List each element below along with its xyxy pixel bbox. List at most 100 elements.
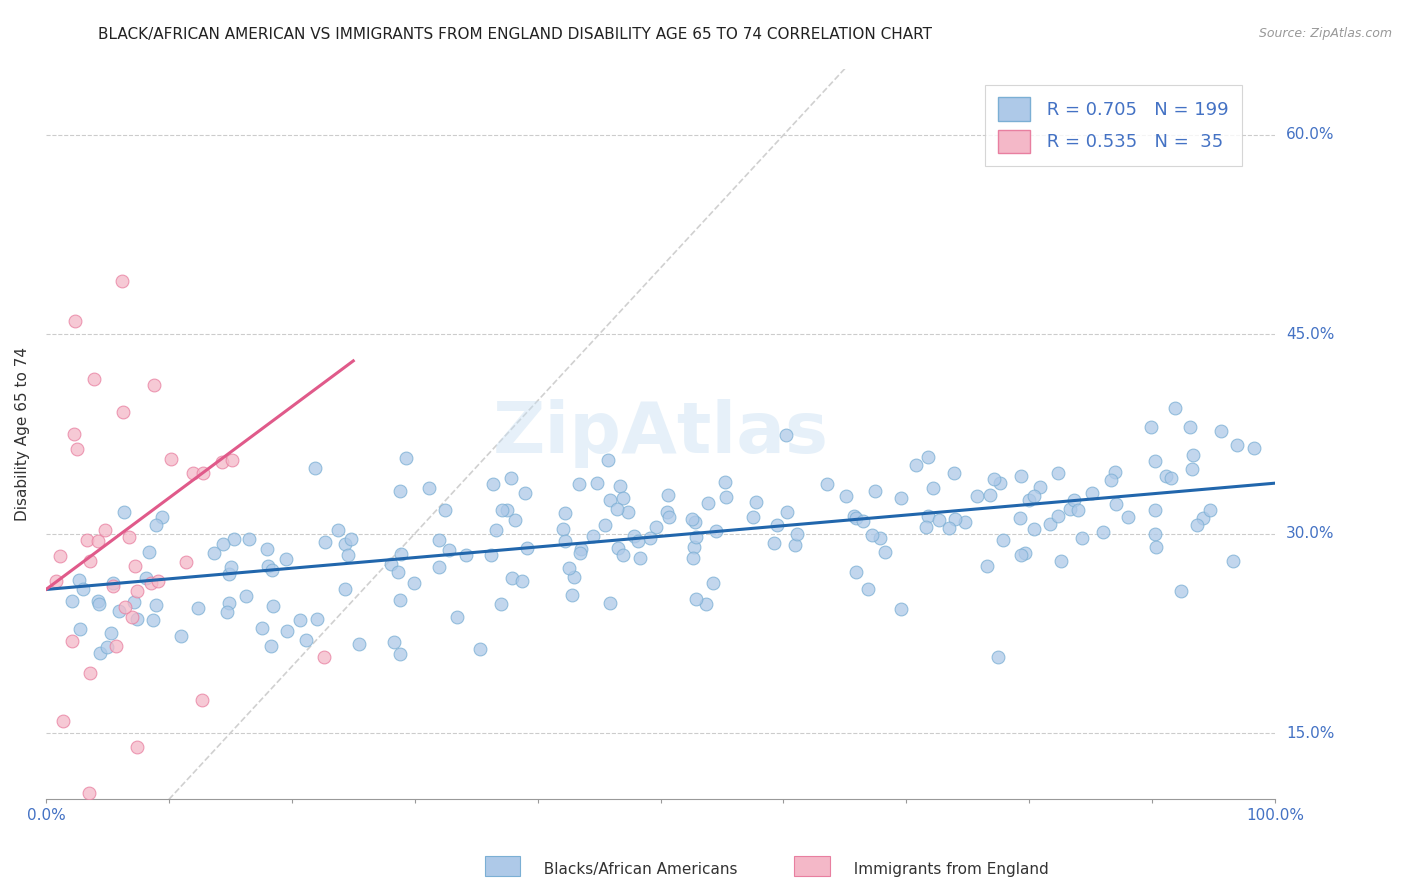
Text: ZipAtlas: ZipAtlas [492,400,828,468]
Point [219,560,242,574]
Point [262,599,284,613]
Point [551,522,574,536]
Point [146,574,169,588]
Point [983,472,1005,486]
Point [114,600,136,615]
Point [562,569,585,583]
Point [222,532,245,546]
Point [145,598,167,612]
Point [60,633,83,648]
Point [79,666,101,681]
Point [389,547,412,561]
Point [101,579,124,593]
Point [202,546,225,560]
Point [516,541,538,556]
Point [966,489,988,503]
Point [638,531,661,545]
Point [256,542,278,557]
Point [482,476,505,491]
Point [69,623,91,637]
Point [1010,548,1032,562]
Point [766,517,789,532]
Point [1010,469,1032,483]
Point [218,596,240,610]
Point [775,505,797,519]
Point [288,613,311,627]
Point [77,786,100,800]
Point [314,650,336,665]
Text: 60.0%: 60.0% [1286,128,1334,143]
Point [118,530,141,544]
Point [221,453,243,467]
Point [685,530,707,544]
Point [561,588,583,602]
Point [100,626,122,640]
Point [1018,493,1040,508]
Point [558,561,581,575]
Point [160,452,183,467]
Point [1164,401,1187,416]
Point [976,558,998,573]
Point [433,503,456,517]
Point [485,523,508,537]
Point [145,518,167,533]
Point [1022,489,1045,503]
Point [1198,503,1220,517]
Point [304,461,326,475]
Point [193,466,215,480]
Point [121,610,143,624]
Point [917,450,939,464]
Point [387,565,409,579]
Point [1144,527,1167,541]
Point [1144,540,1167,554]
Point [1222,554,1244,568]
Point [215,605,238,619]
Point [682,551,704,566]
Text: 15.0%: 15.0% [1286,725,1334,740]
Point [135,570,157,584]
Point [657,488,679,502]
Text: Immigrants from England: Immigrants from England [844,863,1049,877]
Point [917,508,939,523]
Point [1014,546,1036,560]
Point [1010,510,1032,524]
Point [218,567,240,582]
Point [681,512,703,526]
Point [869,531,891,545]
Point [979,488,1001,502]
Point [628,551,651,566]
Point [606,541,628,555]
Point [1047,467,1070,481]
Point [713,475,735,490]
Point [305,612,328,626]
Point [655,505,678,519]
Point [745,495,768,509]
Point [554,534,576,549]
Point [112,505,135,519]
Point [257,559,280,574]
Point [340,533,363,547]
Point [834,489,856,503]
Point [593,517,616,532]
Point [79,554,101,568]
Point [63,314,86,328]
Point [582,529,605,543]
Point [489,597,512,611]
Point [852,515,875,529]
Point [685,591,707,606]
Point [955,515,977,529]
Point [111,405,134,419]
Point [491,502,513,516]
Point [427,559,450,574]
Y-axis label: Disability Age 65 to 74: Disability Age 65 to 74 [15,347,30,521]
Point [510,574,533,589]
Point [612,548,634,562]
Point [1081,486,1104,500]
Point [844,508,866,523]
Point [326,523,349,537]
Point [1104,465,1126,479]
Point [704,524,727,538]
Point [1105,497,1128,511]
Point [87,594,110,608]
Point [943,512,966,526]
